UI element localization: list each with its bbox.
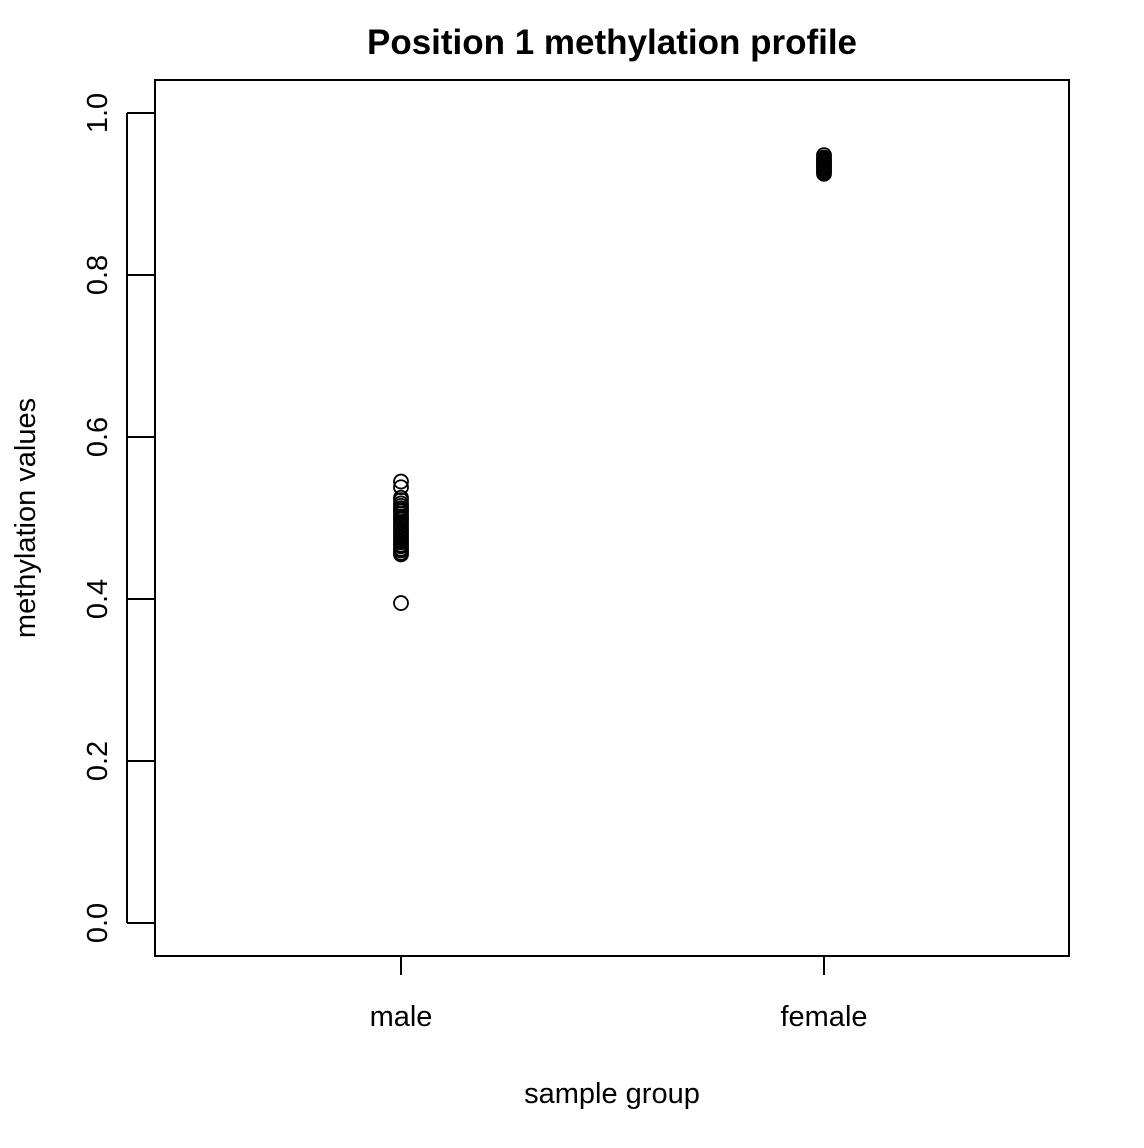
y-axis-label: methylation values <box>10 398 42 638</box>
chart-title: Position 1 methylation profile <box>367 23 857 62</box>
point-male <box>393 546 409 563</box>
plot-frame <box>154 79 1070 957</box>
data-points <box>393 147 832 611</box>
x-tick-label-male: male <box>370 1001 433 1033</box>
point-female <box>816 165 832 182</box>
point-male <box>393 473 409 490</box>
y-tick-label: 0.0 <box>82 903 114 943</box>
point-male <box>393 479 409 496</box>
x-tick-label-female: female <box>780 1001 867 1033</box>
point-male <box>393 595 409 611</box>
y-tick-label: 0.6 <box>82 417 114 457</box>
y-tick-label: 0.2 <box>82 741 114 781</box>
y-tick-label: 0.4 <box>82 579 114 619</box>
y-tick-label: 0.8 <box>82 255 114 295</box>
y-tick-label: 1.0 <box>82 93 114 133</box>
x-axis-label: sample group <box>524 1078 700 1110</box>
y-axis: 0.0 0.2 0.4 0.6 0.8 1.0 <box>82 93 155 943</box>
x-axis: male female <box>370 955 868 1033</box>
